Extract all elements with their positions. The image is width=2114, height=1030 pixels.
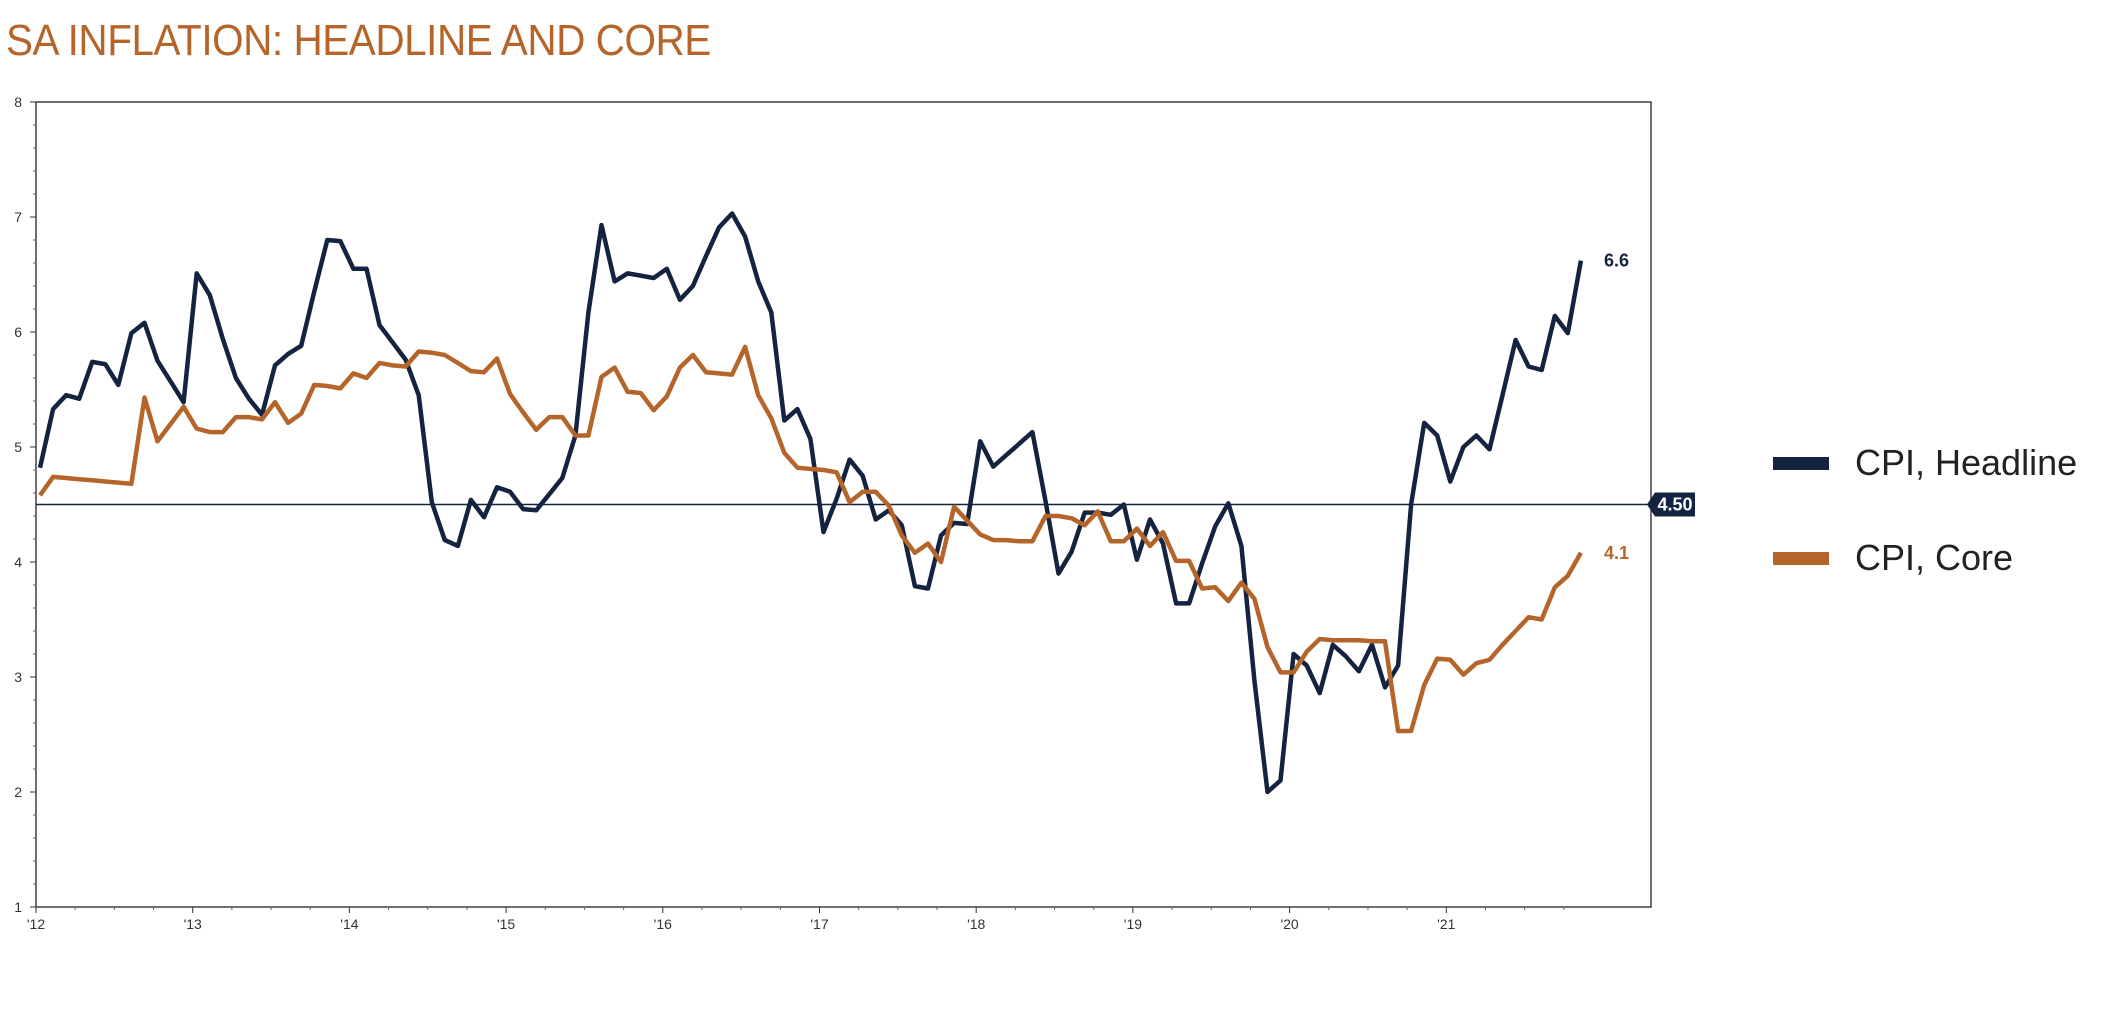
x-tick-label: '14 xyxy=(340,916,358,932)
legend-item-core: CPI, Core xyxy=(1773,537,2013,579)
x-tick-label: '21 xyxy=(1437,916,1455,932)
end-label-headline: 6.6 xyxy=(1604,251,1629,271)
reference-label: 4.50 xyxy=(1657,495,1692,515)
series-line-headline xyxy=(37,211,1584,795)
y-tick-label: 5 xyxy=(14,439,22,455)
y-tick-label: 3 xyxy=(14,669,22,685)
x-tick-label: '18 xyxy=(967,916,985,932)
x-tick-label: '13 xyxy=(184,916,202,932)
x-tick-label: '15 xyxy=(497,916,515,932)
x-tick-label: '19 xyxy=(1124,916,1142,932)
y-tick-label: 2 xyxy=(14,784,22,800)
y-tick-label: 7 xyxy=(14,209,22,225)
reference-line: 4.50 xyxy=(36,492,1695,517)
y-tick-label: 8 xyxy=(14,94,22,110)
reference-label-box xyxy=(1647,492,1695,517)
y-axis: 1 2 3 4 5 6 7 8 xyxy=(14,94,36,915)
y-tick-label: 6 xyxy=(14,324,22,340)
legend-item-headline: CPI, Headline xyxy=(1773,442,2077,484)
legend-swatch-headline xyxy=(1773,456,1829,470)
series-group: 6.6 4.1 xyxy=(37,211,1629,795)
legend-label-core: CPI, Core xyxy=(1855,537,2014,578)
legend-label-headline: CPI, Headline xyxy=(1855,442,2078,483)
x-tick-label: '16 xyxy=(654,916,672,932)
x-tick-label: '20 xyxy=(1280,916,1298,932)
x-axis: '12 '13 '14 '15 '16 '17 '18 '19 '20 '21 xyxy=(27,907,1565,932)
x-tick-label: '17 xyxy=(810,916,828,932)
y-tick-label: 4 xyxy=(14,554,22,570)
chart-title: SA INFLATION: HEADLINE AND CORE xyxy=(6,16,711,65)
end-label-core: 4.1 xyxy=(1604,543,1629,563)
legend-swatch-core xyxy=(1773,551,1829,565)
y-tick-label: 1 xyxy=(14,899,22,915)
series-line-core xyxy=(38,344,1583,734)
x-tick-label: '12 xyxy=(27,916,45,932)
